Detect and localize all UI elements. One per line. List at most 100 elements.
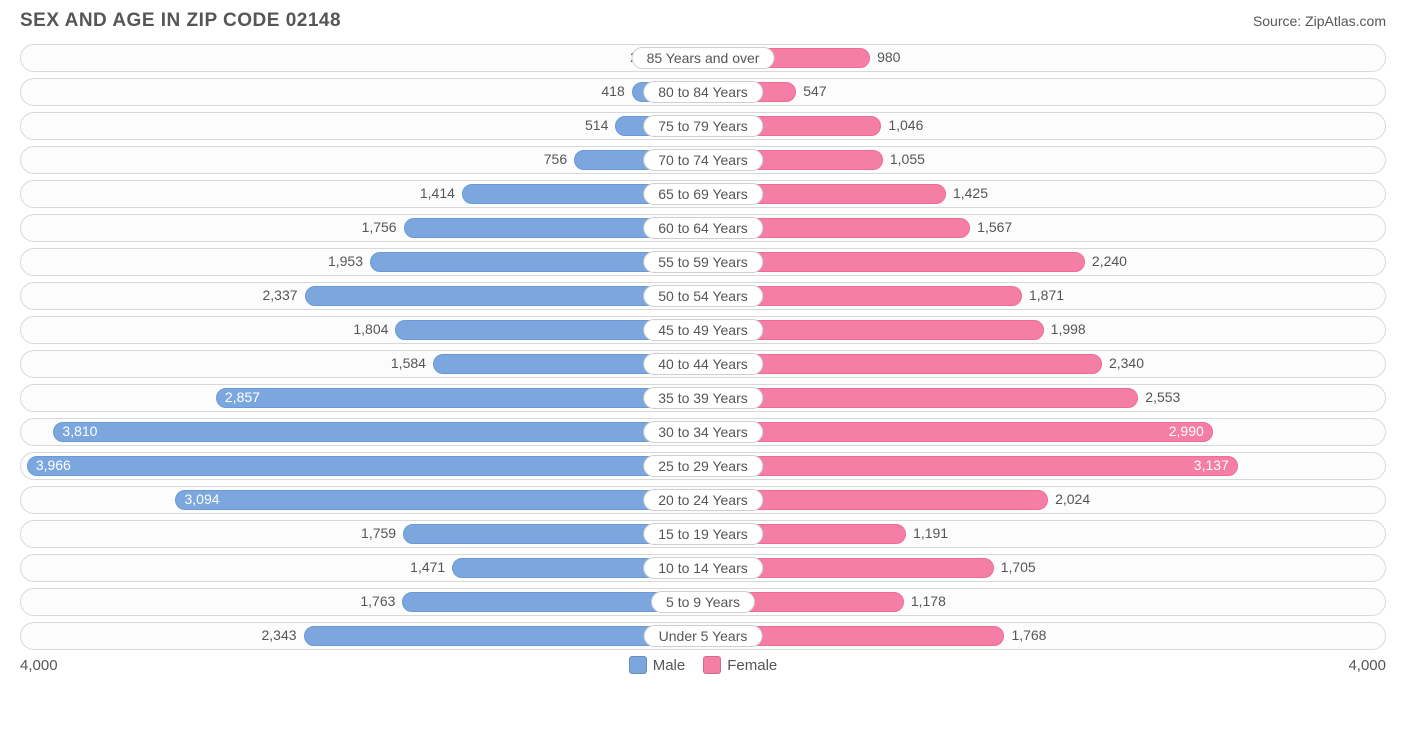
male-half: 1,759 bbox=[21, 521, 703, 547]
age-category-label: 40 to 44 Years bbox=[643, 353, 763, 375]
age-row: 2,3431,768Under 5 Years bbox=[20, 622, 1386, 650]
female-value: 1,178 bbox=[903, 593, 946, 609]
male-half: 1,471 bbox=[21, 555, 703, 581]
male-half: 1,953 bbox=[21, 249, 703, 275]
male-bar: 3,810 bbox=[53, 422, 703, 442]
legend-male-label: Male bbox=[653, 657, 686, 674]
age-row: 1,584 2,340 40 to 44 Years bbox=[20, 350, 1386, 378]
age-category-label: 55 to 59 Years bbox=[643, 251, 763, 273]
male-value: 1,953 bbox=[328, 253, 371, 269]
male-value: 3,966 bbox=[36, 457, 71, 473]
female-half: 1,191 bbox=[703, 521, 1385, 547]
age-row: 3,8102,99030 to 34 Years bbox=[20, 418, 1386, 446]
age-row: 41854780 to 84 Years bbox=[20, 78, 1386, 106]
age-category-label: 85 Years and over bbox=[632, 47, 775, 69]
age-row: 2,3371,87150 to 54 Years bbox=[20, 282, 1386, 310]
female-half: 1,567 bbox=[703, 215, 1385, 241]
male-value: 2,343 bbox=[261, 627, 304, 643]
age-category-label: 65 to 69 Years bbox=[643, 183, 763, 205]
age-row: 514 1,046 75 to 79 Years bbox=[20, 112, 1386, 140]
female-value: 1,046 bbox=[880, 117, 923, 133]
male-half: 3,810 bbox=[21, 419, 703, 445]
male-half: 2,343 bbox=[21, 623, 703, 649]
male-value: 3,094 bbox=[184, 491, 219, 507]
age-row: 1,4711,70510 to 14 Years bbox=[20, 554, 1386, 582]
female-half: 1,046 bbox=[703, 113, 1385, 139]
age-row: 756 1,055 70 to 74 Years bbox=[20, 146, 1386, 174]
female-value: 2,553 bbox=[1137, 389, 1180, 405]
age-category-label: 20 to 24 Years bbox=[643, 489, 763, 511]
legend-male: Male bbox=[629, 656, 686, 674]
chart-title: SEX AND AGE IN ZIP CODE 02148 bbox=[20, 10, 341, 32]
age-row: 1,953 2,240 55 to 59 Years bbox=[20, 248, 1386, 276]
female-value: 2,990 bbox=[1169, 423, 1204, 439]
male-value: 1,763 bbox=[360, 593, 403, 609]
age-category-label: 75 to 79 Years bbox=[643, 115, 763, 137]
age-category-label: Under 5 Years bbox=[644, 625, 763, 647]
male-half: 2,337 bbox=[21, 283, 703, 309]
age-category-label: 15 to 19 Years bbox=[643, 523, 763, 545]
female-bar: 2,553 bbox=[703, 388, 1138, 408]
male-half: 3,094 bbox=[21, 487, 703, 513]
age-category-label: 70 to 74 Years bbox=[643, 149, 763, 171]
female-half: 980 bbox=[703, 45, 1385, 71]
age-category-label: 35 to 39 Years bbox=[643, 387, 763, 409]
age-row: 2,8572,55335 to 39 Years bbox=[20, 384, 1386, 412]
female-half: 1,705 bbox=[703, 555, 1385, 581]
male-half: 249 bbox=[21, 45, 703, 71]
female-half: 2,024 bbox=[703, 487, 1385, 513]
male-value: 1,584 bbox=[391, 355, 434, 371]
female-value: 2,340 bbox=[1101, 355, 1144, 371]
female-half: 2,990 bbox=[703, 419, 1385, 445]
male-half: 3,966 bbox=[21, 453, 703, 479]
female-value: 1,055 bbox=[882, 151, 925, 167]
male-half: 1,584 bbox=[21, 351, 703, 377]
female-half: 1,871 bbox=[703, 283, 1385, 309]
age-row: 1,804 1,998 45 to 49 Years bbox=[20, 316, 1386, 344]
female-half: 2,340 bbox=[703, 351, 1385, 377]
legend-female: Female bbox=[703, 656, 777, 674]
female-half: 2,240 bbox=[703, 249, 1385, 275]
age-row: 3,094 2,02420 to 24 Years bbox=[20, 486, 1386, 514]
male-value: 514 bbox=[585, 117, 616, 133]
female-value: 3,137 bbox=[1194, 457, 1229, 473]
age-category-label: 80 to 84 Years bbox=[643, 81, 763, 103]
population-pyramid-chart: 249 980 85 Years and over 41854780 to 84 Ye… bbox=[20, 44, 1386, 650]
age-category-label: 50 to 54 Years bbox=[643, 285, 763, 307]
male-half: 1,804 bbox=[21, 317, 703, 343]
male-value: 756 bbox=[544, 151, 575, 167]
female-half: 1,425 bbox=[703, 181, 1385, 207]
male-value: 3,810 bbox=[62, 423, 97, 439]
age-category-label: 5 to 9 Years bbox=[651, 591, 755, 613]
age-category-label: 60 to 64 Years bbox=[643, 217, 763, 239]
male-value: 1,759 bbox=[361, 525, 404, 541]
chart-legend: Male Female bbox=[629, 656, 778, 674]
legend-swatch-female bbox=[703, 656, 721, 674]
legend-female-label: Female bbox=[727, 657, 777, 674]
female-half: 1,178 bbox=[703, 589, 1385, 615]
female-half: 1,998 bbox=[703, 317, 1385, 343]
axis-max-left: 4,000 bbox=[20, 657, 58, 674]
axis-max-right: 4,000 bbox=[1348, 657, 1386, 674]
chart-footer: 4,000 Male Female 4,000 bbox=[20, 656, 1386, 674]
male-bar: 2,857 bbox=[216, 388, 703, 408]
male-bar: 3,094 bbox=[175, 490, 703, 510]
male-half: 1,756 bbox=[21, 215, 703, 241]
female-value: 1,191 bbox=[905, 525, 948, 541]
female-value: 1,567 bbox=[969, 219, 1012, 235]
female-value: 1,998 bbox=[1043, 321, 1086, 337]
male-value: 1,804 bbox=[353, 321, 396, 337]
age-row: 1,759 1,191 15 to 19 Years bbox=[20, 520, 1386, 548]
female-half: 547 bbox=[703, 79, 1385, 105]
age-row: 1,414 1,425 65 to 69 Years bbox=[20, 180, 1386, 208]
age-row: 1,756 1,567 60 to 64 Years bbox=[20, 214, 1386, 242]
female-value: 980 bbox=[869, 49, 900, 65]
legend-swatch-male bbox=[629, 656, 647, 674]
chart-header: SEX AND AGE IN ZIP CODE 02148 Source: Zi… bbox=[20, 10, 1386, 32]
female-half: 3,137 bbox=[703, 453, 1385, 479]
female-value: 1,425 bbox=[945, 185, 988, 201]
male-half: 514 bbox=[21, 113, 703, 139]
female-value: 2,240 bbox=[1084, 253, 1127, 269]
age-category-label: 45 to 49 Years bbox=[643, 319, 763, 341]
male-value: 1,414 bbox=[420, 185, 463, 201]
